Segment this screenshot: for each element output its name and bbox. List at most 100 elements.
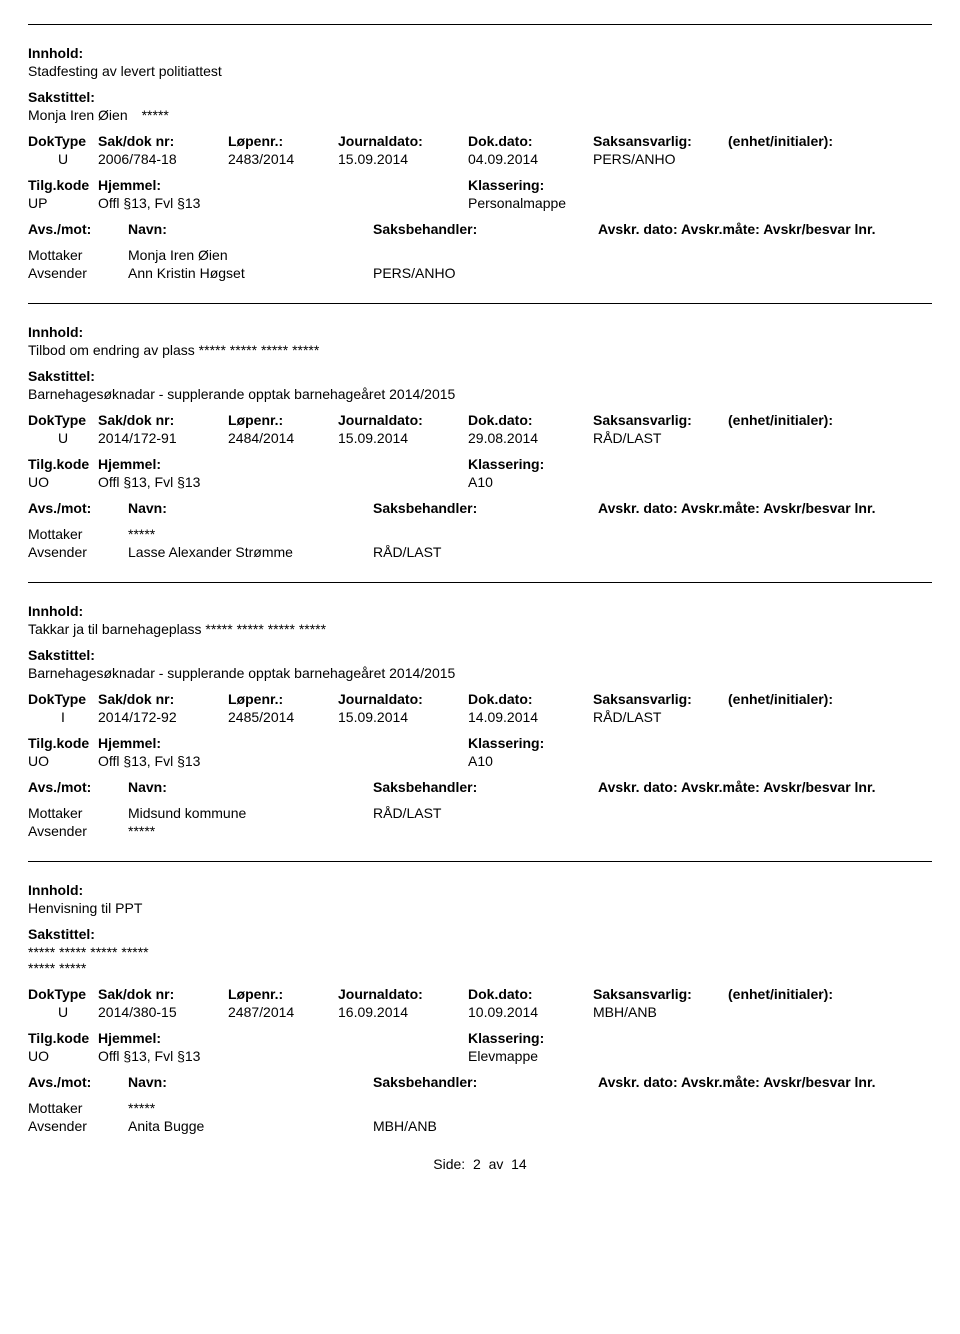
sakdok-header: Sak/dok nr: <box>98 412 228 428</box>
sakstittel-label: Sakstittel: <box>28 647 932 663</box>
innhold-label: Innhold: <box>28 603 932 619</box>
saksbehandler-header: Saksbehandler: <box>373 1074 598 1090</box>
sakstittel-label: Sakstittel: <box>28 926 932 942</box>
navn-header: Navn: <box>128 1074 373 1090</box>
lopenr-value: 2483/2014 <box>228 151 338 167</box>
doktype-value: U <box>28 151 98 167</box>
hjemmel-header: Hjemmel: <box>98 735 468 751</box>
saksansvarlig-value: RÅD/LAST <box>593 709 728 725</box>
enhet-value <box>728 1004 932 1020</box>
meta-header-row: DokTypeSak/dok nr:Løpenr.:Journaldato:Do… <box>28 412 932 428</box>
saksansvarlig-header: Saksansvarlig: <box>593 133 728 149</box>
tilgkode-value: UP <box>28 195 98 211</box>
person-code: RÅD/LAST <box>373 544 932 560</box>
pager-current: 2 <box>473 1156 481 1172</box>
journaldato-value: 15.09.2014 <box>338 430 468 446</box>
lopenr-header: Løpenr.: <box>228 412 338 428</box>
dokdato-value: 14.09.2014 <box>468 709 593 725</box>
person-row: AvsenderAnita BuggeMBH/ANB <box>28 1118 932 1134</box>
hjemmel-data-row: UOOffl §13, Fvl §13Elevmappe <box>28 1048 932 1064</box>
pager-sep: av <box>489 1156 504 1172</box>
innhold-value: Takkar ja til barnehageplass ***** *****… <box>28 621 932 637</box>
person-row: AvsenderLasse Alexander StrømmeRÅD/LAST <box>28 544 932 560</box>
sakstittel-label: Sakstittel: <box>28 89 932 105</box>
avsmot-header: Avs./mot: <box>28 221 128 237</box>
person-code: RÅD/LAST <box>373 805 932 821</box>
lopenr-value: 2484/2014 <box>228 430 338 446</box>
person-role: Mottaker <box>28 247 128 263</box>
sakdok-value: 2014/380-15 <box>98 1004 228 1020</box>
tilgkode-value: UO <box>28 474 98 490</box>
doktype-value: U <box>28 1004 98 1020</box>
tilgkode-header: Tilg.kode <box>28 177 98 193</box>
innhold-label: Innhold: <box>28 324 932 340</box>
lopenr-header: Løpenr.: <box>228 986 338 1002</box>
sakdok-header: Sak/dok nr: <box>98 691 228 707</box>
klassering-header: Klassering: <box>468 177 593 193</box>
klassering-header: Klassering: <box>468 1030 593 1046</box>
meta-data-row: U2014/172-912484/201415.09.201429.08.201… <box>28 430 932 446</box>
innhold-value: Henvisning til PPT <box>28 900 932 916</box>
hjemmel-header: Hjemmel: <box>98 456 468 472</box>
navn-header: Navn: <box>128 779 373 795</box>
person-role: Mottaker <box>28 526 128 542</box>
journaldato-value: 15.09.2014 <box>338 709 468 725</box>
dokdato-header: Dok.dato: <box>468 691 593 707</box>
doktype-header: DokType <box>28 133 98 149</box>
sakdok-value: 2014/172-91 <box>98 430 228 446</box>
records-container: Innhold: Stadfesting av levert politiatte… <box>28 24 932 1134</box>
sakdok-value: 2006/784-18 <box>98 151 228 167</box>
innhold-value: Tilbod om endring av plass ***** ***** *… <box>28 342 932 358</box>
hjemmel-header: Hjemmel: <box>98 1030 468 1046</box>
klassering-value: Personalmappe <box>468 195 932 211</box>
person-row: AvsenderAnn Kristin HøgsetPERS/ANHO <box>28 265 932 281</box>
tilgkode-header: Tilg.kode <box>28 735 98 751</box>
doktype-header: DokType <box>28 412 98 428</box>
saksbehandler-header: Saksbehandler: <box>373 500 598 516</box>
sakstittel-value: Monja Iren Øien ***** <box>28 107 932 123</box>
person-name: Anita Bugge <box>128 1118 373 1134</box>
person-name: ***** <box>128 823 373 839</box>
enhet-value <box>728 709 932 725</box>
enhet-value <box>728 430 932 446</box>
meta-data-row: I2014/172-922485/201415.09.201414.09.201… <box>28 709 932 725</box>
saksansvarlig-value: MBH/ANB <box>593 1004 728 1020</box>
avsmot-header: Avs./mot: <box>28 779 128 795</box>
meta-data-row: U2014/380-152487/201416.09.201410.09.201… <box>28 1004 932 1020</box>
doktype-value: U <box>28 430 98 446</box>
person-name: Lasse Alexander Strømme <box>128 544 373 560</box>
journal-record: Innhold:Stadfesting av levert politiatte… <box>28 24 932 281</box>
meta-data-row: U2006/784-182483/201415.09.201404.09.201… <box>28 151 932 167</box>
avsmot-header-row: Avs./mot:Navn:Saksbehandler:Avskr. dato:… <box>28 779 932 795</box>
navn-header: Navn: <box>128 221 373 237</box>
journaldato-header: Journaldato: <box>338 986 468 1002</box>
person-code <box>373 1100 932 1116</box>
meta-header-row: DokTypeSak/dok nr:Løpenr.:Journaldato:Do… <box>28 691 932 707</box>
navn-header: Navn: <box>128 500 373 516</box>
person-role: Avsender <box>28 544 128 560</box>
hjemmel-data-row: UOOffl §13, Fvl §13A10 <box>28 753 932 769</box>
sakdok-header: Sak/dok nr: <box>98 133 228 149</box>
hjemmel-data-row: UPOffl §13, Fvl §13Personalmappe <box>28 195 932 211</box>
person-role: Mottaker <box>28 805 128 821</box>
hjemmel-data-row: UOOffl §13, Fvl §13A10 <box>28 474 932 490</box>
sakstittel-label: Sakstittel: <box>28 368 932 384</box>
innhold-value: Stadfesting av levert politiattest <box>28 63 932 79</box>
enhet-header: (enhet/initialer): <box>728 986 932 1002</box>
journal-record: Innhold: Takkar ja til barnehageplass ***… <box>28 582 932 839</box>
doktype-value: I <box>28 709 98 725</box>
person-code <box>373 823 932 839</box>
hjemmel-value: Offl §13, Fvl §13 <box>98 1048 468 1064</box>
enhet-header: (enhet/initialer): <box>728 412 932 428</box>
person-row: MottakerMonja Iren Øien <box>28 247 932 263</box>
pager-label: Side: <box>433 1156 465 1172</box>
tilgkode-header: Tilg.kode <box>28 1030 98 1046</box>
dokdato-header: Dok.dato: <box>468 133 593 149</box>
hjemmel-header-row: Tilg.kodeHjemmel:Klassering: <box>28 177 932 193</box>
person-role: Mottaker <box>28 1100 128 1116</box>
pager-total: 14 <box>511 1156 527 1172</box>
sakstittel-value: Barnehagesøknadar - supplerande opptak b… <box>28 386 932 402</box>
meta-header-row: DokTypeSak/dok nr:Løpenr.:Journaldato:Do… <box>28 986 932 1002</box>
person-name: ***** <box>128 1100 373 1116</box>
avskr-header: Avskr. dato: Avskr.måte: Avskr/besvar ln… <box>598 779 932 795</box>
